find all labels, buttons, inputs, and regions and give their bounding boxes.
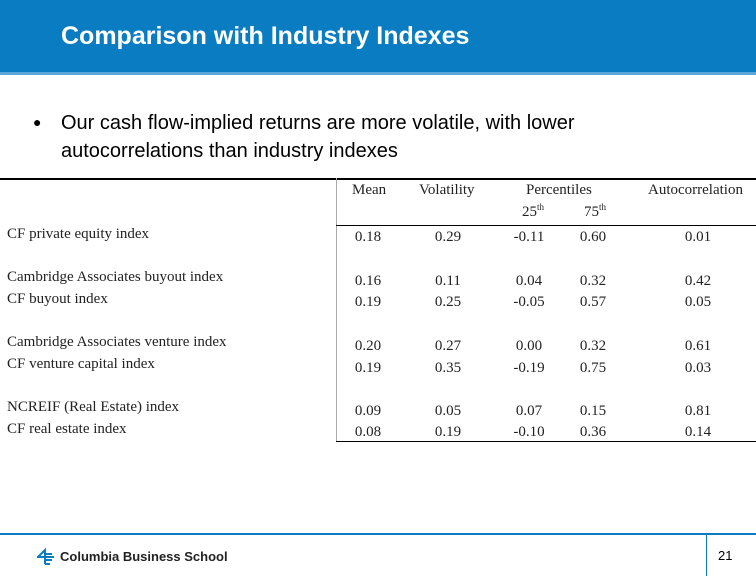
table-cell: 0.61 (684, 338, 712, 354)
table-cell: 0.09 (354, 403, 382, 419)
table-cell: 0.08 (354, 424, 382, 440)
table-cell: 0.36 (579, 424, 607, 440)
table-cell: 0.42 (684, 273, 712, 289)
table-cell: 0.18 (354, 229, 382, 245)
slide-title: Comparison with Industry Indexes (61, 22, 470, 50)
row-label-ncreif: NCREIF (Real Estate) index (7, 399, 180, 415)
table-top-rule (0, 178, 756, 180)
p25-label: 25 (522, 204, 537, 220)
table-cell: 0.25 (434, 294, 462, 310)
bullet-line-1: Our cash flow-implied returns are more v… (61, 112, 575, 134)
col-header-mean: Mean (352, 182, 387, 198)
table-cell: 0.60 (579, 229, 607, 245)
table-bottom-rule (336, 441, 756, 442)
table-cell: 0.05 (434, 403, 462, 419)
col-header-p25: 25th (522, 202, 544, 221)
table-cell: 0.19 (354, 294, 382, 310)
columbia-crown-icon (37, 547, 54, 565)
table-cell: 0.00 (515, 338, 543, 354)
table-header-rule (336, 225, 756, 226)
row-label-cf-venture: CF venture capital index (7, 356, 155, 372)
bullet-line-2: autocorrelations than industry indexes (61, 140, 398, 162)
page-number: 21 (718, 548, 733, 563)
table-cell: 0.57 (579, 294, 607, 310)
row-label-ca-venture: Cambridge Associates venture index (7, 334, 227, 350)
row-label-ca-buyout: Cambridge Associates buyout index (7, 269, 224, 285)
table-cell: 0.81 (684, 403, 712, 419)
table-cell: 0.29 (434, 229, 462, 245)
table-cell: -0.19 (513, 360, 545, 376)
row-label-cf-real-estate: CF real estate index (7, 421, 127, 437)
table-cell: 0.32 (579, 273, 607, 289)
slide-header: Comparison with Industry Indexes (0, 0, 756, 72)
header-divider (0, 72, 756, 75)
table-cell: 0.16 (354, 273, 382, 289)
p75-sup: th (599, 202, 607, 212)
col-header-percentiles: Percentiles (526, 182, 592, 198)
table-cell: 0.19 (354, 360, 382, 376)
table-cell: 0.35 (434, 360, 462, 376)
table-cell: 0.05 (684, 294, 712, 310)
bullet-text: Our cash flow-implied returns are more v… (61, 109, 661, 165)
table-cell: 0.32 (579, 338, 607, 354)
table-cell: 0.20 (354, 338, 382, 354)
p25-sup: th (537, 202, 545, 212)
table-cell: 0.04 (515, 273, 543, 289)
table-cell: 0.27 (434, 338, 462, 354)
table-cell: -0.11 (513, 229, 545, 245)
table-cell: 0.07 (515, 403, 543, 419)
table-cell: 0.01 (684, 229, 712, 245)
col-header-p75: 75th (584, 202, 606, 221)
logo-text: Columbia Business School (60, 549, 228, 564)
table-cell: 0.19 (434, 424, 462, 440)
table-cell: 0.11 (435, 273, 461, 289)
row-label-cf-private-equity: CF private equity index (7, 226, 150, 242)
col-header-autocorrelation: Autocorrelation (648, 182, 743, 198)
row-label-cf-buyout: CF buyout index (7, 291, 108, 307)
footer-separator (706, 535, 707, 576)
p75-label: 75 (584, 204, 599, 220)
table-cell: -0.10 (513, 424, 545, 440)
comparison-table: Mean Volatility Percentiles Autocorrelat… (0, 178, 756, 442)
bullet-icon: ● (33, 114, 42, 130)
table-cell: 0.03 (684, 360, 712, 376)
footer-divider (0, 533, 756, 535)
table-cell: -0.05 (513, 294, 545, 310)
table-cell: 0.75 (579, 360, 607, 376)
table-cell: 0.14 (684, 424, 712, 440)
col-header-volatility: Volatility (419, 182, 475, 198)
table-column-divider (336, 178, 337, 442)
table-cell: 0.15 (579, 403, 607, 419)
